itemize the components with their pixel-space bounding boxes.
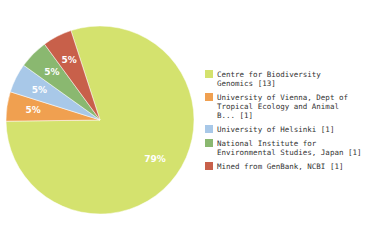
- legend-label: University of Helsinki [1]: [217, 125, 334, 134]
- pie-slice: [45, 31, 100, 120]
- data-label: 5%: [32, 85, 47, 95]
- legend-swatch: [205, 70, 213, 78]
- data-label: 5%: [25, 105, 40, 115]
- data-labels: 79%5%5%5%5%: [25, 55, 165, 165]
- data-label: 5%: [44, 67, 59, 77]
- pie: [6, 26, 194, 214]
- legend-label: National Institute forEnvironmental Stud…: [217, 139, 362, 157]
- legend-item: National Institute forEnvironmental Stud…: [205, 139, 362, 157]
- legend-item: Mined from GenBank, NCBI [1]: [205, 162, 343, 171]
- legend-item: University of Helsinki [1]: [205, 125, 334, 134]
- legend-item: University of Vienna, Dept ofTropical Ec…: [205, 93, 348, 120]
- data-label: 79%: [144, 154, 166, 164]
- legend-label: Mined from GenBank, NCBI [1]: [217, 162, 343, 171]
- legend-swatch: [205, 139, 213, 147]
- pie-slice: [6, 26, 194, 214]
- legend-swatch: [205, 125, 213, 133]
- legend-label: University of Vienna, Dept ofTropical Ec…: [217, 93, 348, 120]
- legend-swatch: [205, 93, 213, 101]
- legend-label: Centre for BiodiversityGenomics [13]: [217, 70, 321, 88]
- legend-swatch: [205, 162, 213, 170]
- legend: Centre for BiodiversityGenomics [13] Univ…: [205, 70, 362, 171]
- pie-slice: [24, 44, 100, 120]
- chart: 79%5%5%5%5%Centre for BiodiversityGenomi…: [0, 0, 380, 240]
- data-label: 5%: [62, 55, 77, 65]
- legend-item: Centre for BiodiversityGenomics [13]: [205, 70, 321, 88]
